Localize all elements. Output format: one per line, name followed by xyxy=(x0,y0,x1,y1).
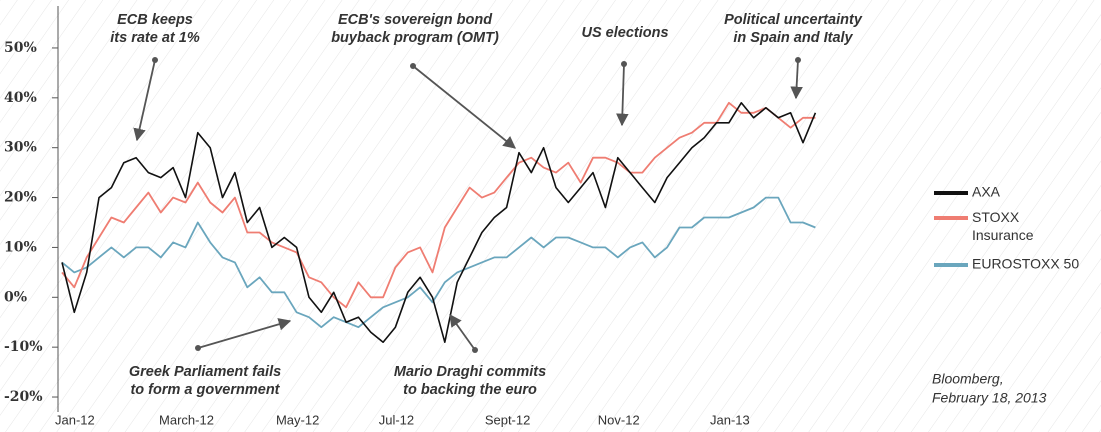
annotation: to backing the euro xyxy=(403,382,537,398)
x-tick-label: Jan-13 xyxy=(710,412,750,427)
x-tick-label: Jan-12 xyxy=(55,412,95,427)
annotation-arrow xyxy=(449,313,476,351)
series-line xyxy=(61,102,817,343)
legend-label: STOXX Insurance xyxy=(972,209,1034,243)
source: February 18, 2013 xyxy=(932,390,1047,406)
annotation-arrow xyxy=(197,318,292,349)
annotation: ECB keeps xyxy=(117,12,193,28)
y-tick-label: 30% xyxy=(4,140,37,156)
y-tick-label: 40% xyxy=(4,90,37,106)
y-tick-label: 10% xyxy=(4,239,37,255)
series-line xyxy=(61,196,816,329)
annotation-arrow xyxy=(412,65,516,149)
y-tick-label: 0% xyxy=(4,289,27,305)
annotation: Greek Parliament fails xyxy=(129,364,281,380)
series-line xyxy=(61,101,816,309)
x-tick-label: May-12 xyxy=(276,412,319,427)
legend-label: AXA xyxy=(972,184,1001,200)
annotation: Political uncertainty xyxy=(724,12,863,28)
annotation: ECB's sovereign bond xyxy=(338,12,493,28)
x-tick-label: March-12 xyxy=(159,412,214,427)
x-tick-label: Sept-12 xyxy=(485,412,531,427)
y-tick-label: 50% xyxy=(4,40,37,56)
annotation-arrow xyxy=(616,63,629,127)
annotation: its rate at 1% xyxy=(110,30,200,46)
x-tick-label: Jul-12 xyxy=(379,412,414,427)
annotation: in Spain and Italy xyxy=(733,30,853,46)
x-tick-label: Nov-12 xyxy=(598,412,640,427)
annotation: to form a government xyxy=(130,382,280,398)
legend-label: EUROSTOXX 50 xyxy=(972,256,1079,272)
annotation: buyback program (OMT) xyxy=(331,30,499,46)
annotation-arrow xyxy=(790,59,803,100)
annotation-dot xyxy=(621,61,627,67)
y-tick-label: 20% xyxy=(4,190,37,206)
annotation-arrow xyxy=(133,59,156,142)
annotation: Mario Draghi commits xyxy=(394,364,546,380)
y-tick-label: -10% xyxy=(4,339,43,355)
source: Bloomberg, xyxy=(932,371,1004,387)
y-tick-label: -20% xyxy=(4,389,43,405)
annotation: US elections xyxy=(581,25,668,41)
